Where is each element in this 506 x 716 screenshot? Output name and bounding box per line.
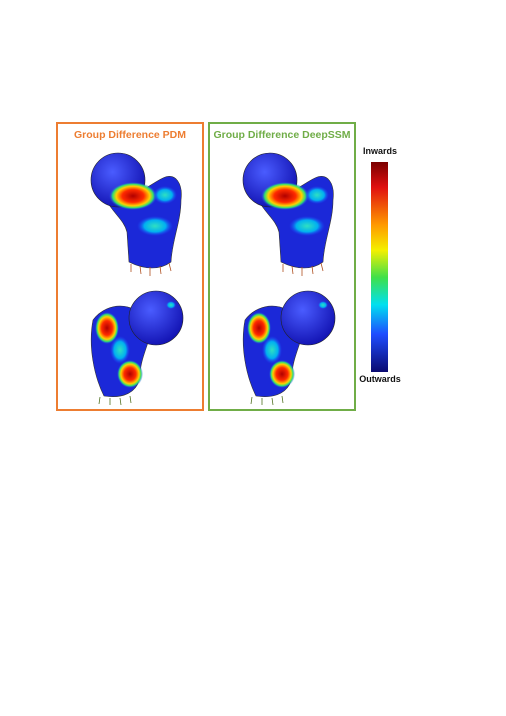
panel-title: Group Difference DeepSSM [213,129,350,141]
colorbar-label: Inwards [363,146,397,156]
panel-title: Group Difference PDM [74,129,186,141]
colorbar-label: Outwards [359,374,401,384]
femur-render [242,152,336,406]
femur-render [90,152,184,406]
panel-frame [56,122,204,411]
panel-frame [208,122,356,411]
colorbar [371,162,388,372]
